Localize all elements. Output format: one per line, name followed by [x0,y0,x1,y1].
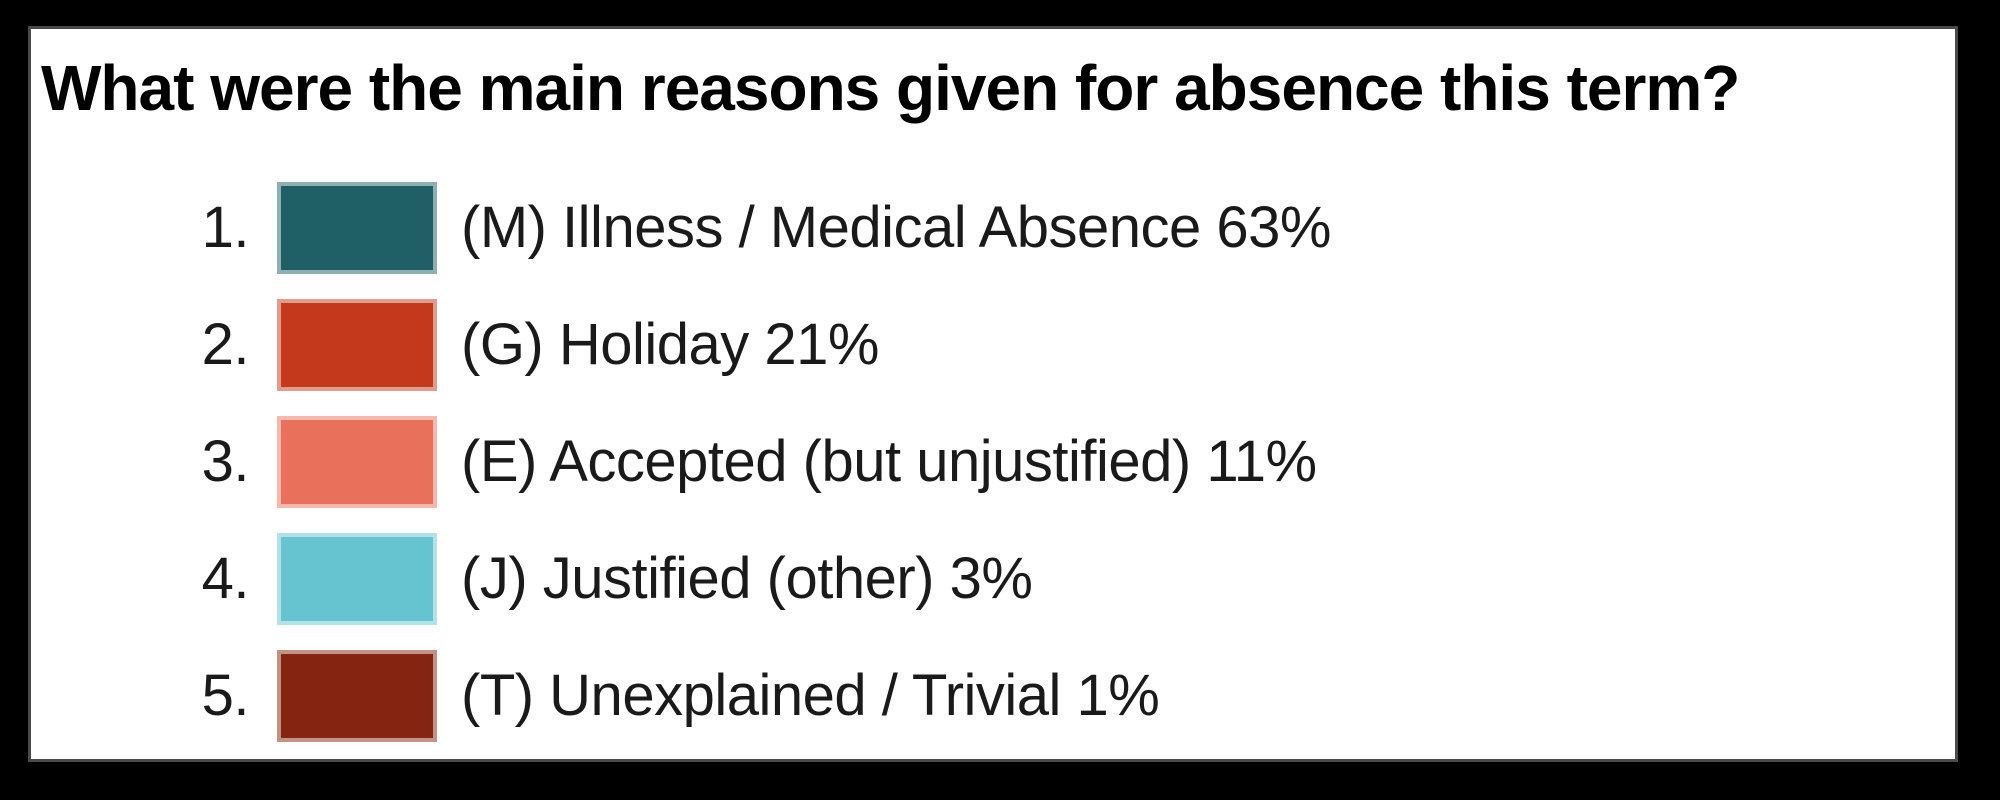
item-label: (G) Holiday 21% [461,312,879,377]
item-label: (T) Unexplained / Trivial 1% [461,663,1160,728]
item-label: (M) Illness / Medical Absence 63% [461,195,1331,260]
item-rank: 3. [201,429,250,494]
list-item: 2. (G) Holiday 21% [183,286,1955,403]
legend-swatch [277,298,437,391]
list-item: 5. (T) Unexplained / Trivial 1% [183,637,1955,754]
item-label: (E) Accepted (but unjustified) 11% [461,429,1317,494]
legend-swatch [277,181,437,274]
item-rank: 5. [201,663,250,728]
answer-list: 1. (M) Illness / Medical Absence 63% 2. … [31,169,1955,754]
results-panel: What were the main reasons given for abs… [28,26,1958,762]
item-label: (J) Justified (other) 3% [461,546,1033,611]
list-item: 1. (M) Illness / Medical Absence 63% [183,169,1955,286]
list-item: 3. (E) Accepted (but unjustified) 11% [183,403,1955,520]
legend-swatch [277,415,437,508]
item-rank: 4. [201,546,250,611]
legend-swatch [277,532,437,625]
legend-swatch [277,649,437,742]
list-item: 4. (J) Justified (other) 3% [183,520,1955,637]
question-title: What were the main reasons given for abs… [41,52,1740,124]
item-rank: 2. [201,312,250,377]
item-rank: 1. [201,195,250,260]
